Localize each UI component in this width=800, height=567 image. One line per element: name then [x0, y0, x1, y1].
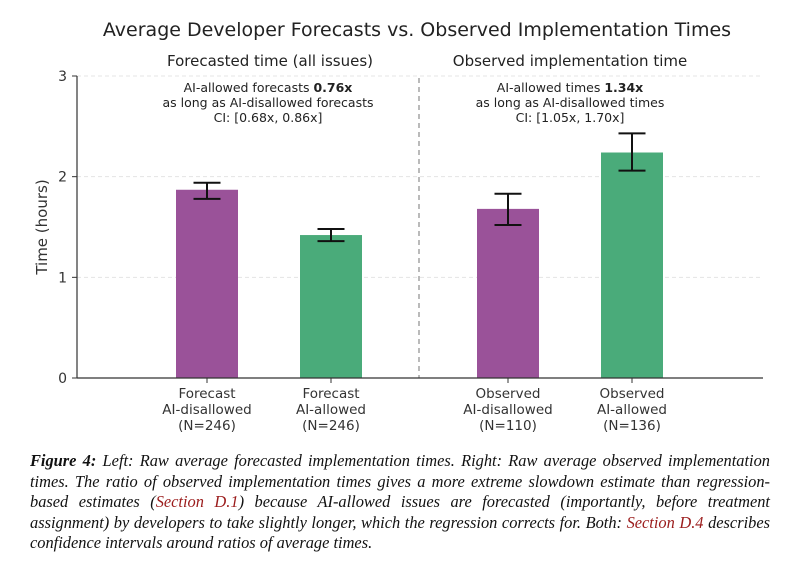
x-ticks: ForecastAI-disallowed(N=246)ForecastAI-a…	[162, 378, 667, 434]
annotation-right-line1-prefix: AI-allowed times	[497, 80, 605, 95]
annotation-left-ci: CI: [0.68x, 0.86x]	[214, 110, 323, 125]
x-tick-label: (N=110)	[479, 418, 537, 434]
chart-title: Average Developer Forecasts vs. Observed…	[103, 19, 731, 41]
caption-text-3: describes confidence intervals around ra…	[30, 512, 770, 553]
caption-text-1: Left: Raw average forecasted implementat…	[30, 451, 771, 512]
x-tick-label: (N=246)	[302, 418, 360, 434]
x-tick-label: Forecast	[178, 386, 235, 402]
annotation-right-line2: as long as AI-disallowed times	[476, 95, 665, 110]
annotation-left-ratio: 0.76x	[313, 80, 352, 95]
y-axis-label: Time (hours)	[33, 179, 51, 275]
caption-text-2: ) because AI-allowed issues are forecast…	[30, 492, 770, 532]
y-ticks: 0 1 2 3	[58, 69, 77, 387]
annotation-right-ratio: 1.34x	[604, 80, 643, 95]
svg-text:AI-allowed times 1.34x: AI-allowed times 1.34x	[497, 80, 643, 95]
bar-ai-disallowed	[477, 208, 539, 378]
bar-ai-allowed	[300, 235, 362, 378]
panel-left-subtitle: Forecasted time (all issues)	[167, 52, 373, 70]
svg-text:AI-allowed forecasts 0.76x: AI-allowed forecasts 0.76x	[184, 80, 353, 95]
annotation-left: AI-allowed forecasts 0.76x as long as AI…	[162, 80, 373, 125]
annotation-right: AI-allowed times 1.34x as long as AI-dis…	[476, 80, 665, 125]
x-tick-label: Forecast	[302, 386, 359, 402]
x-tick-label: AI-allowed	[597, 402, 667, 418]
annotation-left-line2: as long as AI-disallowed forecasts	[162, 95, 373, 110]
x-tick-label: AI-disallowed	[463, 402, 552, 418]
panel-right-subtitle: Observed implementation time	[453, 52, 687, 70]
bars-group	[176, 152, 663, 378]
figure-caption: Figure 4: Left: Raw average forecasted i…	[30, 451, 770, 554]
x-tick-label: (N=246)	[178, 418, 236, 434]
y-tick-label: 3	[58, 69, 67, 85]
x-tick-label: Observed	[600, 386, 665, 402]
annotation-right-ci: CI: [1.05x, 1.70x]	[516, 110, 625, 125]
x-tick-label: Observed	[476, 386, 541, 402]
bar-ai-disallowed	[176, 189, 238, 378]
x-tick-label: AI-disallowed	[162, 402, 251, 418]
section-d1-link[interactable]: Section D.1	[155, 492, 239, 512]
figure-label: Figure 4:	[30, 451, 97, 470]
annotation-left-line1-prefix: AI-allowed forecasts	[184, 80, 314, 95]
y-tick-label: 0	[58, 371, 67, 387]
bar-ai-allowed	[601, 152, 663, 378]
section-d4-link[interactable]: Section D.4	[626, 512, 704, 532]
bar-chart: Average Developer Forecasts vs. Observed…	[33, 19, 763, 434]
x-tick-label: AI-allowed	[296, 402, 366, 418]
y-tick-label: 2	[58, 170, 67, 186]
y-tick-label: 1	[58, 270, 67, 286]
x-tick-label: (N=136)	[603, 418, 661, 434]
error-bars-group	[193, 132, 646, 243]
